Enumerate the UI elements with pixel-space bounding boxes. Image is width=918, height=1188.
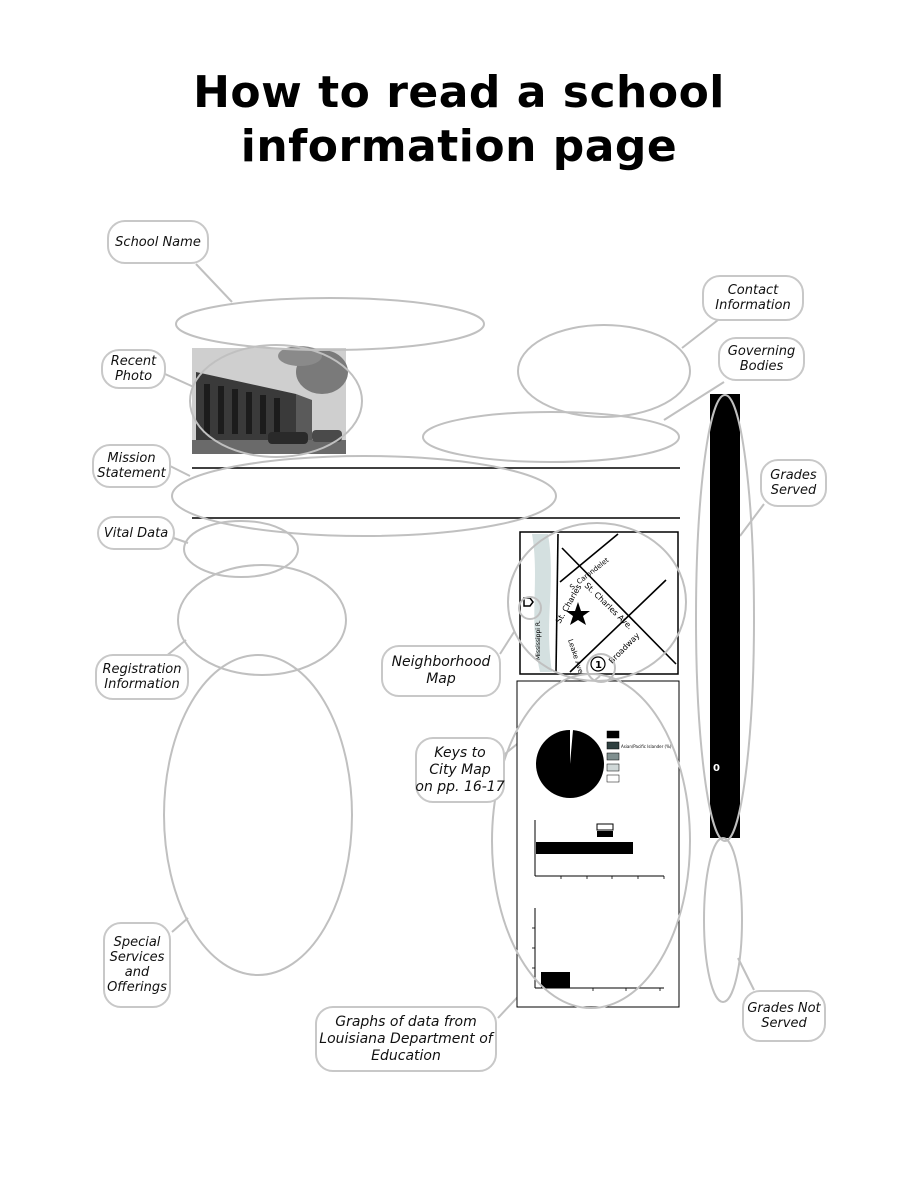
connector-mission — [169, 465, 191, 477]
callout-mission-statement: Mission Statement — [92, 444, 171, 488]
callout-keys-to-city-map: Keys to City Map on pp. 16-17 — [415, 737, 505, 803]
callout-grades-not-served: Grades Not Served — [742, 990, 826, 1042]
map-key-number: 1 — [595, 660, 602, 671]
connector-photo — [164, 373, 197, 389]
ellipse-school-name — [175, 297, 485, 351]
title-line-1: How to read a school — [193, 67, 725, 118]
map-streets — [555, 533, 677, 673]
bar-chart-1-legend-a — [596, 823, 614, 831]
photo-building-side — [296, 394, 312, 440]
pie-slice-small — [570, 729, 573, 764]
grades-bar-value: 0 — [713, 763, 720, 774]
ellipse-registration — [177, 564, 347, 676]
connector-governing — [663, 381, 725, 421]
callout-contact-information: Contact Information — [702, 275, 804, 321]
callout-recent-photo: Recent Photo — [101, 349, 166, 389]
connector-special — [171, 917, 189, 933]
connector-school-name — [195, 263, 233, 303]
bar-chart-2-bar — [541, 972, 570, 988]
bar-chart-1-legend-b — [597, 831, 613, 837]
ellipse-mission — [171, 455, 557, 537]
ellipse-graphs — [491, 673, 691, 1009]
photo-car — [268, 432, 308, 444]
pie-legend: Asian/Pacific Islander (%) — [606, 730, 672, 783]
neighborhood-map: S. Carondelet St. Charles Ave. St. Charl… — [519, 531, 679, 677]
ellipse-special — [163, 654, 353, 976]
photo-road — [192, 440, 346, 454]
connector-map — [499, 631, 515, 655]
bar-chart-2-ticks — [532, 927, 661, 991]
map-river — [532, 534, 552, 672]
callout-grades-served: Grades Served — [760, 459, 827, 507]
connector-contact — [681, 319, 719, 349]
bar-chart-2 — [532, 908, 664, 991]
ellipse-grades-served — [695, 394, 755, 842]
callout-vital-data: Vital Data — [97, 516, 175, 550]
photo-tree-2 — [278, 346, 322, 366]
map-street-broadway — [569, 579, 667, 673]
legend-swatch-2 — [606, 741, 620, 750]
photo-car-2 — [312, 430, 342, 442]
ellipse-compass — [518, 596, 542, 620]
map-key-circle — [590, 656, 606, 672]
callout-graphs-of-data: Graphs of data from Louisiana Department … — [315, 1006, 497, 1072]
legend-swatch-4 — [606, 763, 620, 772]
map-street-leake — [555, 533, 559, 673]
callout-neighborhood-map: Neighborhood Map — [381, 645, 501, 697]
recent-photo — [192, 346, 348, 454]
bar-chart-1-bar — [536, 842, 633, 854]
title-line-2: information page — [240, 121, 678, 172]
photo-windows — [204, 384, 280, 434]
legend-label: Asian/Pacific Islander (%) — [621, 744, 672, 749]
ellipse-grades-not-served — [703, 837, 743, 1003]
ellipse-key — [586, 653, 616, 683]
callout-registration-information: Registration Information — [95, 654, 189, 700]
map-street-carondelet — [559, 533, 619, 583]
bar-chart-1 — [534, 820, 665, 879]
bar-chart-1-ticks — [560, 876, 665, 879]
ellipse-contact — [517, 324, 691, 418]
pie-chart — [536, 729, 604, 798]
legend-swatch-1 — [606, 730, 620, 739]
map-street-st-charles — [561, 547, 677, 665]
grades-bar — [710, 394, 740, 838]
ellipse-governing — [422, 411, 680, 463]
map-label-river: Mississippi R. — [535, 620, 542, 660]
callout-special-services: Special Services and Offerings — [103, 922, 171, 1008]
page-title: How to read a school information page — [0, 66, 918, 174]
legend-swatch-5 — [606, 774, 620, 783]
legend-swatch-3 — [606, 752, 620, 761]
callout-school-name: School Name — [107, 220, 209, 264]
callout-governing-bodies: Governing Bodies — [718, 337, 805, 381]
school-star-icon — [566, 602, 590, 625]
connector-grades-not — [737, 957, 755, 991]
ellipse-vital — [183, 520, 299, 578]
ellipse-photo — [189, 344, 363, 458]
highlight-ellipses — [163, 297, 755, 1009]
